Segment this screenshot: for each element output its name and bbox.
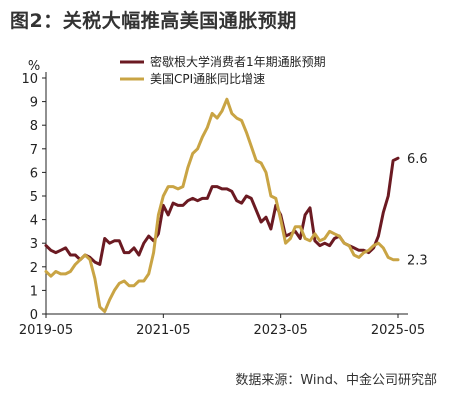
x-tick-label: 2023-05 <box>254 323 308 338</box>
y-tick-label: 4 <box>30 214 38 229</box>
end-value-label-2: 2.3 <box>407 254 428 269</box>
y-tick-label: 1 <box>30 284 38 299</box>
legend-label-1: 密歇根大学消费者1年期通胀预期 <box>150 54 326 69</box>
x-tick-label: 2019-05 <box>19 323 73 338</box>
legend-label-2: 美国CPI通胀同比增速 <box>150 72 265 86</box>
y-tick-label: 7 <box>30 143 38 158</box>
source-note: 数据来源：Wind、中金公司研究部 <box>235 373 437 388</box>
x-tick-label: 2021-05 <box>136 323 190 338</box>
end-value-label-1: 6.6 <box>407 152 428 167</box>
y-tick-label: 5 <box>30 190 38 205</box>
y-tick-label: 9 <box>30 96 38 111</box>
y-tick-label: 8 <box>30 119 38 134</box>
x-tick-label: 2025-05 <box>371 323 425 338</box>
y-tick-label: 6 <box>30 166 38 181</box>
plot-series <box>44 97 400 314</box>
y-tick-label: 3 <box>30 237 38 252</box>
series-line-2 <box>44 97 400 314</box>
y-tick-label: 0 <box>30 308 38 323</box>
y-axis-unit: % <box>28 59 40 74</box>
x-axis: 2019-05 2021-05 2023-05 2025-05 <box>19 313 425 338</box>
y-tick-label: 2 <box>30 261 38 276</box>
end-labels: 6.6 2.3 <box>407 152 428 268</box>
series-line-1 <box>44 156 400 266</box>
figure-title: 图2：关税大幅推高美国通胀预期 <box>10 10 297 32</box>
y-tick-label: 10 <box>21 72 38 87</box>
y-axis: % 0 1 2 3 4 5 6 7 8 9 10 <box>21 59 47 323</box>
